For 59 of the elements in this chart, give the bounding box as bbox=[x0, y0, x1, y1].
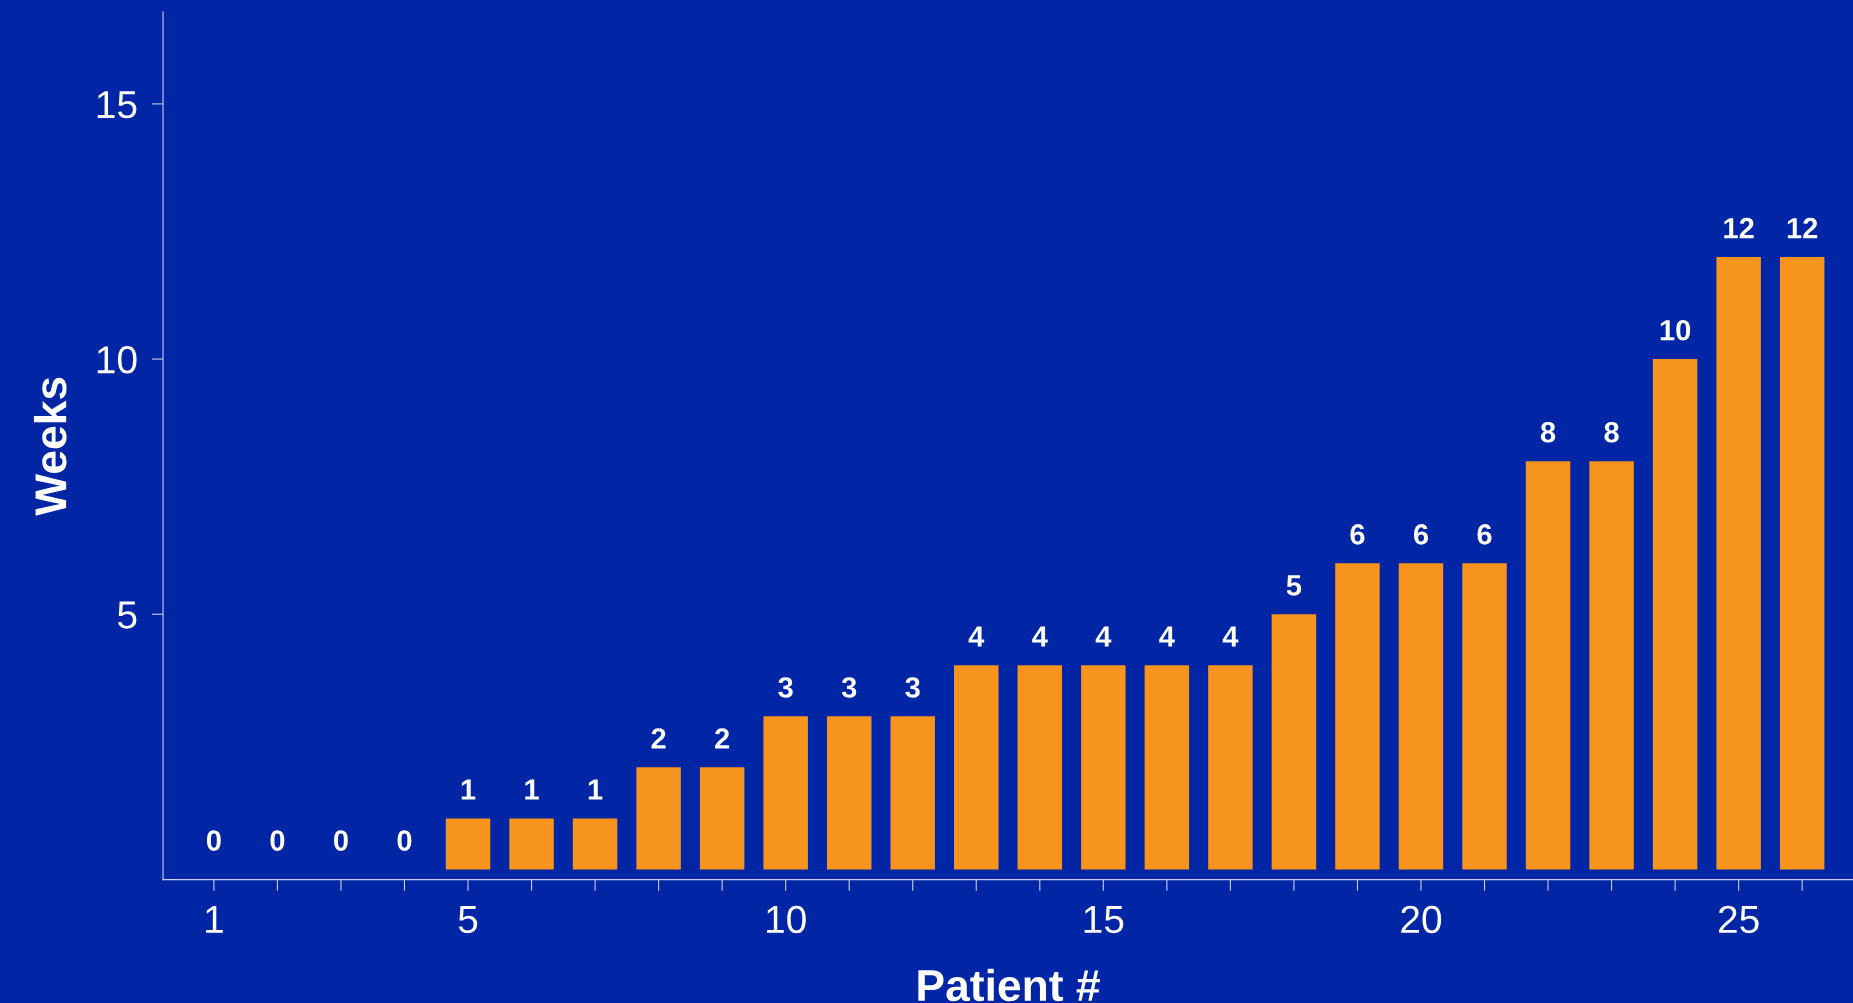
x-axis-title: Patient # bbox=[918, 968, 1100, 1002]
data-label: 2 bbox=[651, 728, 666, 749]
data-label: 8 bbox=[1604, 421, 1619, 443]
bar bbox=[1081, 665, 1126, 870]
data-label: 0 bbox=[206, 830, 221, 851]
bar bbox=[826, 716, 872, 870]
data-label: 10 bbox=[1660, 319, 1691, 341]
bar bbox=[1271, 614, 1317, 870]
bar bbox=[954, 665, 999, 870]
data-label: 0 bbox=[270, 830, 285, 851]
data-label: 0 bbox=[334, 830, 348, 851]
data-label: 5 bbox=[1286, 575, 1302, 596]
bar bbox=[1652, 359, 1698, 870]
bar bbox=[890, 716, 935, 870]
y-tick-label: 15 bbox=[97, 91, 137, 119]
bar bbox=[699, 767, 745, 870]
bar bbox=[1525, 461, 1571, 870]
data-label: 8 bbox=[1540, 421, 1556, 443]
bar bbox=[636, 767, 681, 870]
bar bbox=[445, 818, 491, 870]
data-label: 3 bbox=[841, 677, 857, 698]
bar bbox=[1017, 665, 1063, 870]
data-label: 4 bbox=[1032, 626, 1048, 647]
bar bbox=[1335, 563, 1380, 870]
data-label: 6 bbox=[1477, 524, 1492, 545]
data-label: 4 bbox=[1222, 626, 1239, 647]
data-label: 3 bbox=[905, 677, 920, 698]
data-label: 6 bbox=[1350, 524, 1365, 545]
bar bbox=[1208, 665, 1253, 870]
bar bbox=[1462, 563, 1507, 870]
data-label: 4 bbox=[1095, 626, 1112, 647]
x-tick-label: 10 bbox=[767, 905, 806, 934]
x-tick-label: 1 bbox=[206, 906, 223, 933]
data-label: 4 bbox=[1159, 626, 1175, 647]
bar bbox=[1589, 461, 1634, 870]
data-label: 2 bbox=[715, 728, 730, 749]
data-label: 1 bbox=[588, 779, 603, 800]
data-label: 6 bbox=[1413, 524, 1429, 545]
x-tick-label: 20 bbox=[1401, 905, 1442, 934]
data-label: 4 bbox=[968, 626, 985, 647]
data-label: 12 bbox=[1724, 217, 1754, 239]
bar bbox=[1779, 257, 1825, 870]
data-label: 0 bbox=[397, 830, 412, 851]
x-tick-label: 25 bbox=[1718, 905, 1759, 934]
data-label: 12 bbox=[1787, 217, 1818, 239]
bar bbox=[1144, 665, 1190, 870]
bar bbox=[763, 716, 808, 870]
bar bbox=[1716, 257, 1761, 870]
y-tick-label: 5 bbox=[117, 601, 137, 629]
y-tick-label: 10 bbox=[97, 346, 137, 374]
x-tick-label: 5 bbox=[458, 906, 478, 934]
y-axis-title: Weeks bbox=[33, 377, 67, 516]
data-label: 1 bbox=[525, 779, 539, 800]
bar bbox=[509, 818, 554, 870]
bar bbox=[572, 818, 618, 870]
data-label: 3 bbox=[778, 677, 793, 698]
x-tick-label: 15 bbox=[1084, 906, 1124, 934]
data-label: 1 bbox=[461, 779, 476, 800]
bar bbox=[1398, 563, 1444, 870]
